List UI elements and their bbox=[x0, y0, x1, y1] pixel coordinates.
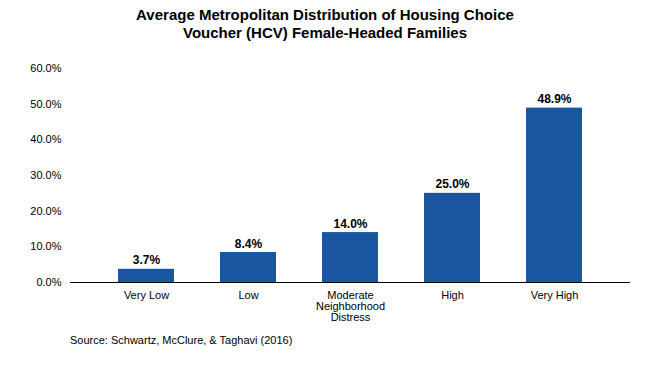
svg-text:48.9%: 48.9% bbox=[537, 92, 571, 106]
svg-text:ModerateNeighborhoodDistress: ModerateNeighborhoodDistress bbox=[316, 289, 385, 323]
svg-text:Low: Low bbox=[238, 289, 258, 301]
html-text:Source: Schwartz, McClure, & T: Source: Schwartz, McClure, & Taghavi (20… bbox=[70, 334, 293, 346]
svg-text:25.0%: 25.0% bbox=[435, 177, 469, 191]
svg-text:0.0%: 0.0% bbox=[36, 276, 61, 288]
svg-text:40.0%: 40.0% bbox=[30, 133, 61, 145]
svg-text:60.0%: 60.0% bbox=[30, 62, 61, 74]
svg-text:3.7%: 3.7% bbox=[133, 253, 161, 267]
svg-text:Very High: Very High bbox=[531, 289, 579, 301]
svg-text:8.4%: 8.4% bbox=[235, 237, 263, 251]
svg-text:30.0%: 30.0% bbox=[30, 169, 61, 181]
svg-text:Very Low: Very Low bbox=[124, 289, 169, 301]
svg-text:50.0%: 50.0% bbox=[30, 98, 61, 110]
svg-text:20.0%: 20.0% bbox=[30, 205, 61, 217]
svg-text:14.0%: 14.0% bbox=[333, 217, 367, 231]
html-text:Average Metropolitan Distribut: Average Metropolitan Distribution of Hou… bbox=[136, 6, 514, 41]
svg-text:10.0%: 10.0% bbox=[30, 240, 61, 252]
svg-text:High: High bbox=[441, 289, 464, 301]
